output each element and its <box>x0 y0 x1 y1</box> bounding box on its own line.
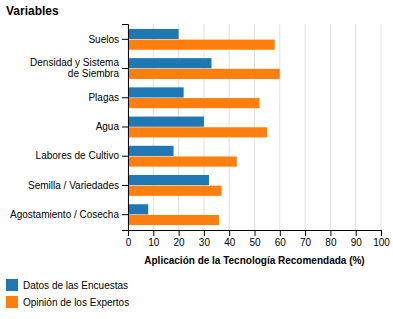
grid-line <box>153 24 154 230</box>
x-tick: 60 <box>275 230 287 248</box>
bar <box>128 98 260 108</box>
x-tick: 30 <box>199 230 211 248</box>
x-tick: 10 <box>148 230 160 248</box>
legend-swatch <box>6 279 18 291</box>
x-tick: 100 <box>373 230 390 248</box>
x-tick-label: 80 <box>325 237 337 248</box>
x-tick-mark <box>179 230 180 236</box>
bar <box>128 127 267 137</box>
bar <box>128 69 280 79</box>
legend-item: Datos de las Encuestas <box>6 279 128 291</box>
x-tick-mark <box>153 230 154 236</box>
grid-line <box>229 24 230 230</box>
grid-line <box>279 24 280 230</box>
x-tick-mark <box>330 230 331 236</box>
bar <box>128 40 275 50</box>
series <box>128 40 280 225</box>
y-tick-mark <box>122 127 128 128</box>
y-tick-label: Agostamiento / Cosecha <box>10 209 119 220</box>
y-tick: Labores de Cultivo <box>36 150 128 161</box>
grid-line <box>305 24 306 230</box>
x-tick: 20 <box>174 230 186 248</box>
x-tick-label: 90 <box>351 237 363 248</box>
y-tick-label: Agua <box>96 121 120 132</box>
x-axis: 0 10 20 30 40 50 60 70 80 90 100 <box>126 230 391 248</box>
y-tick-mark <box>122 39 128 40</box>
y-tick: Plagas <box>88 92 128 103</box>
x-tick-label: 60 <box>275 237 287 248</box>
x-tick-label: 20 <box>174 237 186 248</box>
y-tick-mark <box>122 185 128 186</box>
grid-line <box>254 24 255 230</box>
x-tick: 0 <box>126 230 132 248</box>
x-tick: 70 <box>300 230 312 248</box>
bars <box>128 29 280 225</box>
x-tick-mark <box>305 230 306 236</box>
bar <box>128 146 174 156</box>
x-tick-label: 70 <box>300 237 312 248</box>
bar <box>128 186 222 196</box>
grid-line <box>178 24 179 230</box>
y-tick-label: Semilla / Variedades <box>28 180 119 191</box>
bar <box>128 117 204 127</box>
x-tick-label: 30 <box>199 237 211 248</box>
grid <box>128 24 381 230</box>
bar <box>128 156 237 166</box>
bar <box>128 87 184 97</box>
x-tick: 80 <box>325 230 337 248</box>
y-tick-mark <box>122 156 128 157</box>
x-axis-title: Aplicación de la Tecnología Recomendada … <box>144 255 364 266</box>
y-tick-mark <box>122 97 128 98</box>
title: Variables <box>6 4 59 18</box>
legend-label: Datos de las Encuestas <box>23 280 128 291</box>
chart: 0 10 20 30 40 50 60 70 80 90 100 Suelos Densidad y S… <box>0 0 393 319</box>
y-tick-label: Labores de Cultivo <box>36 150 120 161</box>
x-tick-label: 0 <box>126 237 132 248</box>
y-tick-mark <box>122 68 128 69</box>
bar <box>128 175 209 185</box>
grid-line <box>355 24 356 230</box>
x-tick-mark <box>255 230 256 236</box>
grid-line <box>381 24 382 230</box>
x-axis-line <box>129 231 382 237</box>
legend: Datos de las Encuestas Opinión de los Exp… <box>6 279 129 308</box>
x-tick-mark <box>381 230 382 236</box>
y-tick: Semilla / Variedades <box>28 180 128 191</box>
x-tick-mark <box>229 230 230 236</box>
x-tick-label: 100 <box>373 237 390 248</box>
x-tick: 40 <box>224 230 236 248</box>
bar <box>128 29 179 39</box>
grid-line <box>203 24 204 230</box>
y-tick: Densidad y Sistemade Siembra <box>30 57 128 79</box>
legend-swatch <box>6 296 18 308</box>
y-tick-label: Suelos <box>88 34 119 45</box>
legend-label: Opinión de los Expertos <box>23 297 129 308</box>
bar <box>128 204 148 214</box>
y-tick: Agua <box>96 121 128 132</box>
y-axis-line <box>122 25 129 231</box>
y-tick-mark <box>122 214 128 215</box>
x-tick-label: 40 <box>224 237 236 248</box>
x-tick-mark <box>204 230 205 236</box>
plot: 0 10 20 30 40 50 60 70 80 90 100 Suelos Densidad y S… <box>10 24 390 248</box>
x-tick-label: 50 <box>249 237 261 248</box>
x-tick: 90 <box>351 230 363 248</box>
x-tick: 50 <box>249 230 261 248</box>
bar <box>128 215 219 225</box>
legend-item: Opinión de los Expertos <box>6 296 129 308</box>
grid-line <box>330 24 331 230</box>
y-axis: Suelos Densidad y Sistemade Siembra Plagas… <box>10 25 128 231</box>
bar <box>128 58 211 68</box>
x-tick-mark <box>280 230 281 236</box>
y-tick: Agostamiento / Cosecha <box>10 209 128 220</box>
y-tick-label: Densidad y Sistemade Siembra <box>30 57 119 79</box>
x-tick-label: 10 <box>148 237 160 248</box>
x-tick-mark <box>356 230 357 236</box>
y-tick: Suelos <box>88 34 128 45</box>
y-tick-label: Plagas <box>88 92 119 103</box>
